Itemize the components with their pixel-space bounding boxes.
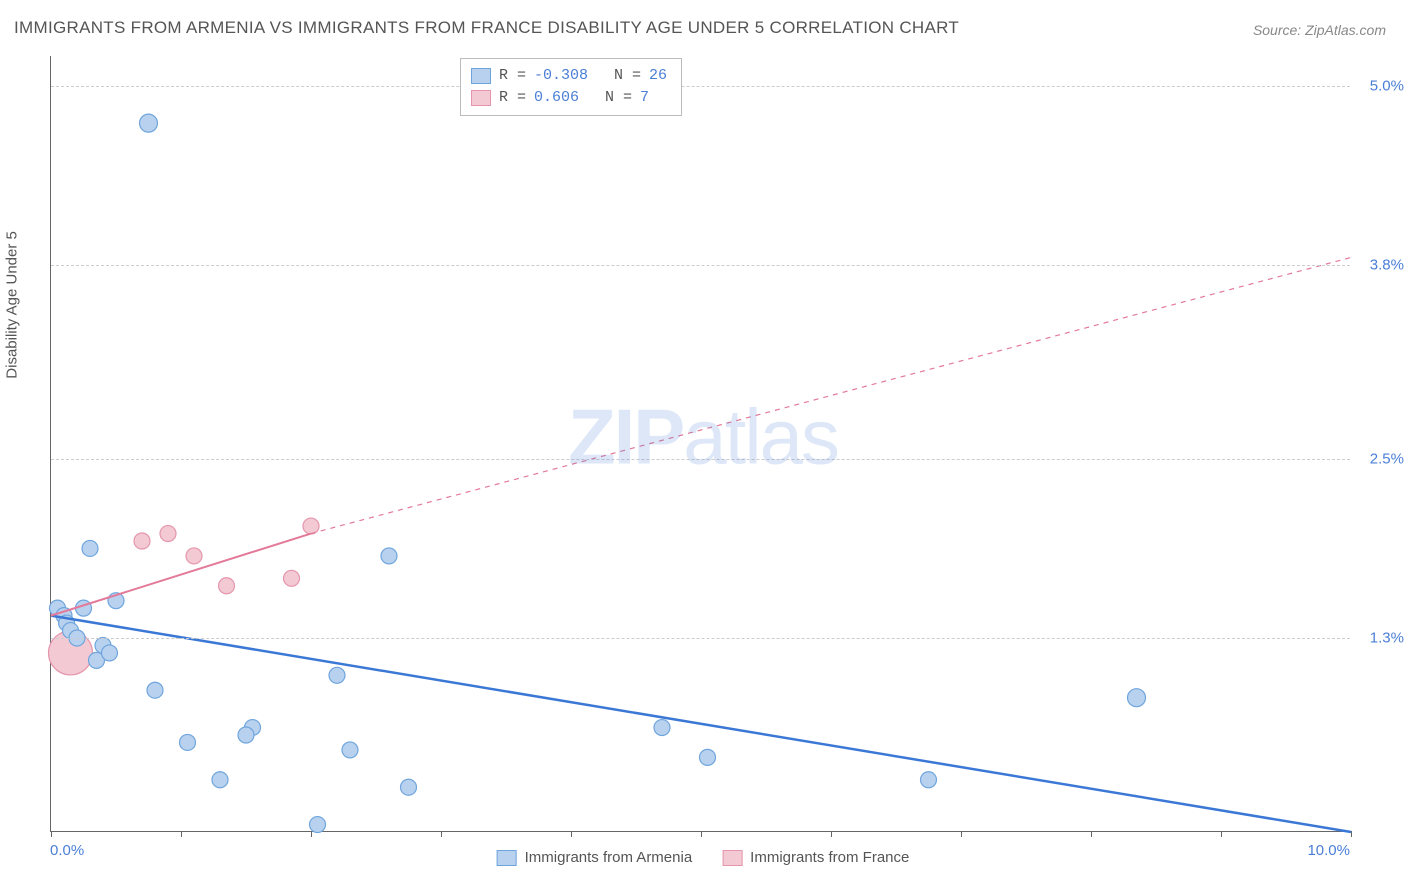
- data-point-armenia: [342, 742, 358, 758]
- data-point-armenia: [381, 548, 397, 564]
- y-tick-label: 3.8%: [1370, 256, 1404, 273]
- data-point-france: [303, 518, 319, 534]
- x-tick: [571, 831, 572, 837]
- legend-label-armenia: Immigrants from Armenia: [525, 849, 693, 866]
- data-point-armenia: [102, 645, 118, 661]
- gridline: [51, 265, 1350, 266]
- data-point-armenia: [329, 667, 345, 683]
- x-tick: [441, 831, 442, 837]
- swatch-france-icon: [722, 850, 742, 866]
- data-point-france: [219, 578, 235, 594]
- x-tick: [701, 831, 702, 837]
- legend-item-france: Immigrants from France: [722, 849, 909, 866]
- data-point-armenia: [147, 682, 163, 698]
- data-point-armenia: [700, 749, 716, 765]
- data-point-armenia: [212, 772, 228, 788]
- x-tick: [1091, 831, 1092, 837]
- data-point-france: [134, 533, 150, 549]
- x-axis-min-label: 0.0%: [50, 842, 84, 859]
- legend-row-armenia: R = -0.308 N = 26: [471, 65, 667, 87]
- x-tick: [961, 831, 962, 837]
- data-point-armenia: [140, 114, 158, 132]
- x-tick: [1221, 831, 1222, 837]
- legend-correlation: R = -0.308 N = 26 R = 0.606 N = 7: [460, 58, 682, 116]
- data-point-armenia: [401, 779, 417, 795]
- x-tick: [1351, 831, 1352, 837]
- data-point-armenia: [180, 734, 196, 750]
- y-tick-label: 1.3%: [1370, 630, 1404, 647]
- swatch-armenia: [471, 68, 491, 84]
- data-point-france: [284, 570, 300, 586]
- gridline: [51, 459, 1350, 460]
- legend-row-france: R = 0.606 N = 7: [471, 87, 667, 109]
- legend-item-armenia: Immigrants from Armenia: [497, 849, 693, 866]
- regression-line-france-dashed: [311, 257, 1351, 533]
- chart-title: IMMIGRANTS FROM ARMENIA VS IMMIGRANTS FR…: [14, 18, 959, 38]
- data-point-france: [186, 548, 202, 564]
- data-point-armenia: [654, 720, 670, 736]
- plot-area: 5.0%3.8%2.5%1.3%: [50, 56, 1350, 832]
- plot-svg: [51, 56, 1350, 831]
- y-axis-title: Disability Age Under 5: [4, 231, 21, 379]
- x-tick: [51, 831, 52, 837]
- data-point-armenia: [238, 727, 254, 743]
- source-attribution: Source: ZipAtlas.com: [1253, 22, 1386, 38]
- legend-label-france: Immigrants from France: [750, 849, 909, 866]
- y-tick-label: 2.5%: [1370, 450, 1404, 467]
- y-tick-label: 5.0%: [1370, 77, 1404, 94]
- gridline: [51, 638, 1350, 639]
- data-point-france: [160, 526, 176, 542]
- x-tick: [831, 831, 832, 837]
- x-tick: [311, 831, 312, 837]
- correlation-chart: IMMIGRANTS FROM ARMENIA VS IMMIGRANTS FR…: [0, 0, 1406, 892]
- legend-series: Immigrants from Armenia Immigrants from …: [497, 849, 910, 866]
- swatch-france: [471, 90, 491, 106]
- x-tick: [181, 831, 182, 837]
- data-point-armenia: [1128, 689, 1146, 707]
- data-point-armenia: [921, 772, 937, 788]
- gridline: [51, 86, 1350, 87]
- x-axis-max-label: 10.0%: [1307, 842, 1350, 859]
- data-point-armenia: [82, 540, 98, 556]
- swatch-armenia-icon: [497, 850, 517, 866]
